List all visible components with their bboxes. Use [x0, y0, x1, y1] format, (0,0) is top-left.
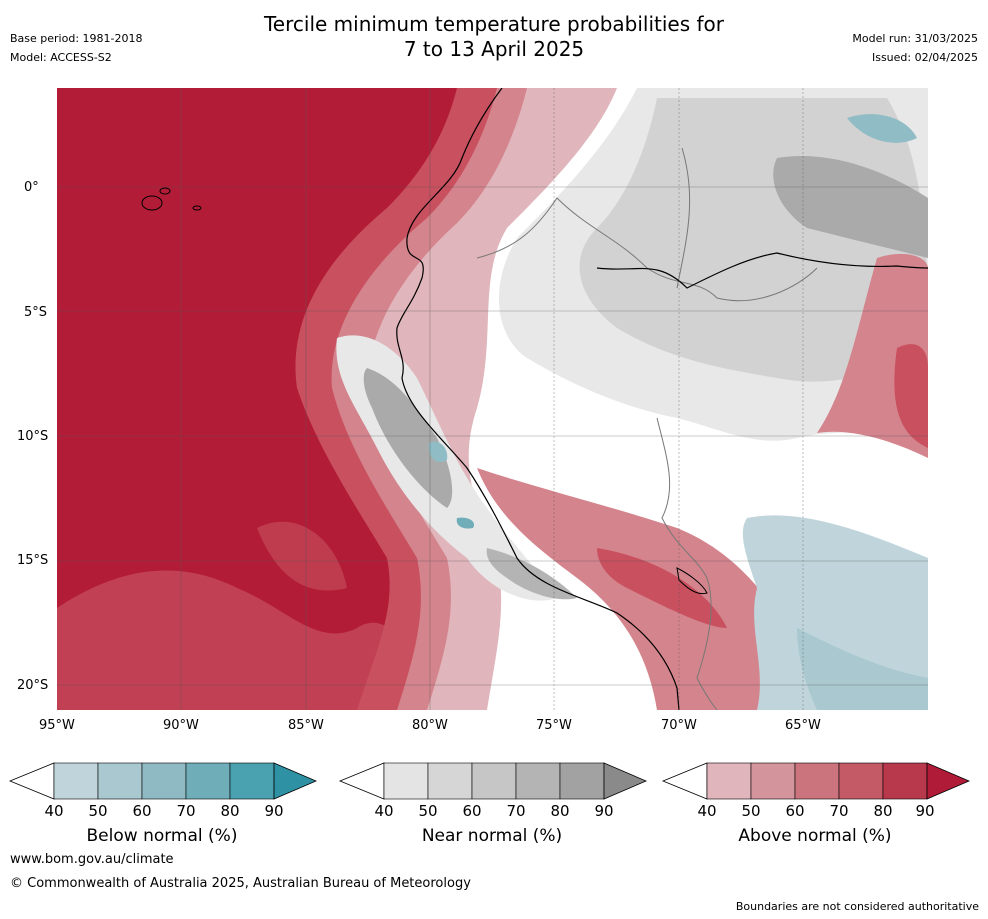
lon-label: 85°W	[288, 718, 324, 733]
colorbar-tick: 80	[873, 802, 893, 820]
colorbar-segment	[383, 762, 429, 800]
southern-ocean-patch	[257, 521, 347, 591]
colorbar-segment	[706, 762, 752, 800]
country-border	[656, 417, 718, 710]
lat-label: 0°	[24, 180, 39, 195]
lon-label: 70°W	[661, 718, 697, 733]
boundary-disclaimer: Boundaries are not considered authoritat…	[735, 900, 979, 913]
coastline	[396, 88, 680, 710]
lon-label: 65°W	[785, 718, 821, 733]
colorbar-tick: 40	[44, 802, 64, 820]
colorbar-label-near: Near normal (%)	[421, 826, 563, 846]
copyright-notice: © Commonwealth of Australia 2025, Austra…	[10, 876, 471, 891]
colorbar-below-normal	[8, 762, 318, 800]
colorbar-segment	[515, 762, 561, 800]
colorbar-near-normal	[338, 762, 648, 800]
colorbar-extend-low	[8, 762, 55, 800]
colorbar-segment	[838, 762, 884, 800]
colorbar-tick: 60	[785, 802, 805, 820]
colorbar-segment	[882, 762, 928, 800]
lat-label: 15°S	[17, 553, 49, 568]
probability-map	[57, 88, 928, 710]
base-period: Base period: 1981-2018	[10, 32, 143, 45]
model-run: Model run: 31/03/2025	[852, 32, 978, 45]
colorbar-segment	[185, 762, 231, 800]
lon-label: 90°W	[163, 718, 199, 733]
colorbar-tick: 60	[132, 802, 152, 820]
colorbar-above-normal	[661, 762, 971, 800]
colorbar-label-above: Above normal (%)	[738, 826, 892, 846]
lat-label: 10°S	[17, 429, 49, 444]
colorbar-segment	[794, 762, 840, 800]
colorbar-label-below: Below normal (%)	[86, 826, 238, 846]
title-line-1: Tercile minimum temperature probabilitie…	[263, 12, 725, 36]
country-border	[476, 197, 818, 302]
colorbar-segment	[229, 762, 275, 800]
colorbar-segment	[141, 762, 187, 800]
page-title: Tercile minimum temperature probabilitie…	[0, 12, 988, 62]
issued-date: Issued: 02/04/2025	[871, 51, 978, 64]
country-border	[676, 147, 691, 289]
colorbar-segment	[53, 762, 99, 800]
colorbar-tick: 50	[418, 802, 438, 820]
colorbar-tick: 80	[220, 802, 240, 820]
galapagos-island	[192, 205, 202, 211]
lon-label: 95°W	[39, 718, 75, 733]
colorbar-tick: 70	[176, 802, 196, 820]
lon-label: 80°W	[412, 718, 448, 733]
website-link[interactable]: www.bom.gov.au/climate	[10, 852, 174, 867]
lon-label: 75°W	[536, 718, 572, 733]
below-normal-speck	[847, 114, 917, 143]
amazon-river	[596, 252, 928, 289]
model-name: Model: ACCESS-S2	[10, 51, 112, 64]
colorbar-extend-high	[926, 762, 971, 800]
below-normal-speck	[428, 441, 448, 463]
colorbar-tick: 90	[594, 802, 614, 820]
central-above-normal-strong	[597, 548, 727, 628]
gridlines	[57, 88, 928, 710]
title-line-2: 7 to 13 April 2025	[403, 37, 585, 61]
colorbar-extend-low	[338, 762, 385, 800]
colorbar-segment	[97, 762, 143, 800]
colorbar-tick: 50	[741, 802, 761, 820]
northeast-above-normal-strong	[894, 344, 928, 448]
southern-ocean-patch	[57, 570, 437, 710]
colorbar-segment	[750, 762, 796, 800]
colorbar-tick: 40	[374, 802, 394, 820]
colorbar-segment	[559, 762, 605, 800]
galapagos-island	[141, 195, 163, 211]
colorbar-extend-high	[273, 762, 318, 800]
galapagos-island	[159, 187, 171, 195]
colorbar-segment	[427, 762, 473, 800]
colorbar-tick: 60	[462, 802, 482, 820]
below-normal-region	[742, 515, 928, 710]
lake-titicaca	[676, 567, 708, 595]
colorbar-tick: 90	[264, 802, 284, 820]
colorbar-extend-low	[661, 762, 708, 800]
colorbar-extend-high	[603, 762, 648, 800]
colorbar-tick: 80	[550, 802, 570, 820]
colorbar-segment	[471, 762, 517, 800]
lat-label: 5°S	[24, 305, 48, 320]
below-normal-speck	[456, 517, 475, 529]
colorbar-tick: 50	[88, 802, 108, 820]
colorbar-tick: 70	[829, 802, 849, 820]
colorbar-tick: 40	[697, 802, 717, 820]
lat-label: 20°S	[17, 678, 49, 693]
colorbar-tick: 70	[506, 802, 526, 820]
below-normal-region-60	[797, 628, 928, 710]
near-normal-80	[773, 156, 928, 258]
colorbar-tick: 90	[915, 802, 935, 820]
